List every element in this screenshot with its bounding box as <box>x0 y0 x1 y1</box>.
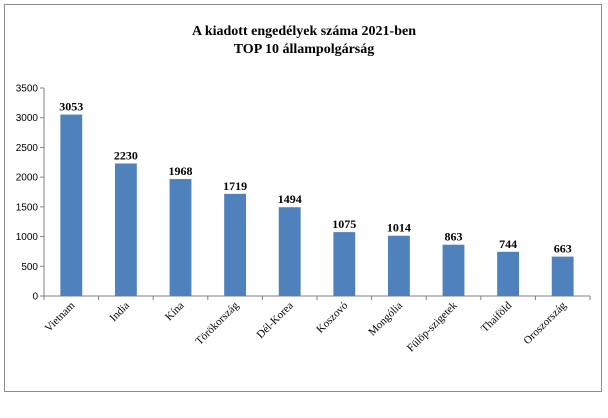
category-label: Oroszország <box>521 299 569 347</box>
bar <box>169 179 192 296</box>
y-tick-label: 0 <box>32 292 38 303</box>
bar <box>551 256 574 296</box>
chart-title: A kiadott engedélyek száma 2021-ben <box>192 24 416 39</box>
category-label: India <box>108 300 133 325</box>
data-label: 663 <box>554 242 572 256</box>
data-label: 1014 <box>387 221 411 235</box>
data-label: 863 <box>445 230 463 244</box>
category-label: Kína <box>163 300 187 324</box>
data-labels: 3053 2230 1968 1719 1494 1075 1014 863 744 663 <box>59 100 571 256</box>
y-tick-label: 1500 <box>16 202 39 213</box>
data-label: 1719 <box>223 179 247 193</box>
bar <box>278 207 301 296</box>
category-label: Thaiföld <box>479 299 515 335</box>
category-label: Koszovó <box>314 299 350 335</box>
category-label: Dél-Korea <box>255 300 296 341</box>
data-label: 3053 <box>59 100 83 114</box>
bar <box>442 244 465 296</box>
chart-frame <box>4 4 602 392</box>
y-tick-label: 3500 <box>16 84 39 95</box>
y-tick-label: 2500 <box>16 143 39 154</box>
category-label: Törökország <box>193 299 241 347</box>
data-label: 744 <box>499 237 517 251</box>
bar <box>497 251 520 296</box>
data-label: 2230 <box>114 148 138 162</box>
y-tick-label: 3000 <box>16 113 39 124</box>
category-label: Mongólia <box>366 300 405 339</box>
bar <box>114 163 137 296</box>
bar-series <box>60 114 574 296</box>
category-label: Vietnam <box>43 299 78 334</box>
data-label: 1968 <box>169 164 193 178</box>
category-label: Fülöp-szigetek <box>405 299 460 354</box>
bar <box>387 235 410 296</box>
data-label: 1075 <box>332 217 356 231</box>
bar <box>60 114 83 296</box>
data-label: 1494 <box>278 192 302 206</box>
y-tick-label: 1000 <box>16 232 39 243</box>
category-labels: Vietnam India Kína Törökország Dél-Korea Kosz… <box>43 299 570 354</box>
bar <box>333 232 356 296</box>
y-tick-label: 2000 <box>16 173 39 184</box>
chart-subtitle: TOP 10 állampolgárság <box>233 42 375 57</box>
bar <box>224 193 247 296</box>
y-tick-label: 500 <box>21 262 38 273</box>
